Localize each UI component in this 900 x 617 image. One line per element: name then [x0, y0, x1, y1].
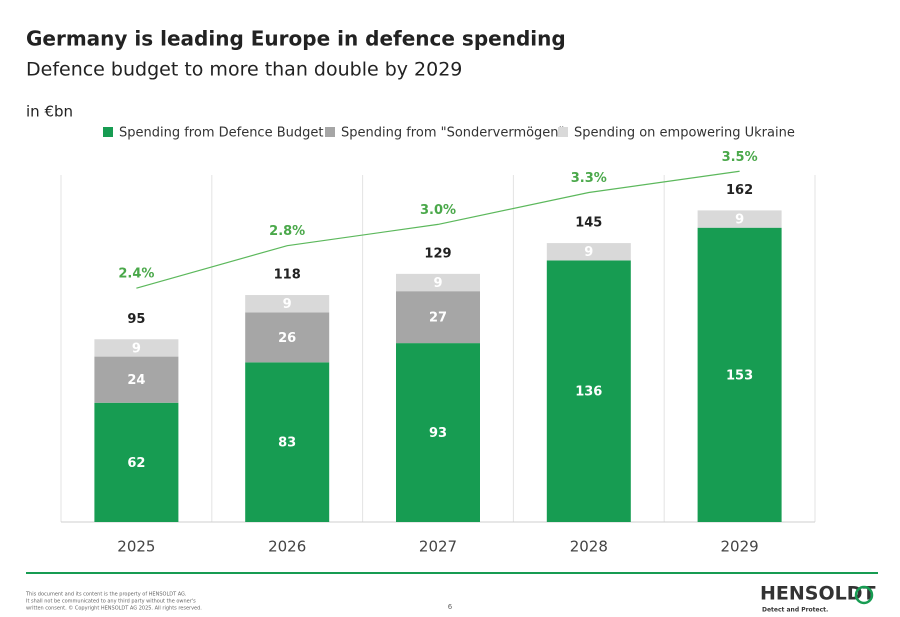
bar-segment [697, 227, 782, 522]
x-tick-label: 2027 [419, 538, 457, 556]
disclaimer: This document and its content is the pro… [25, 592, 187, 598]
logo: HENSOLDT [760, 583, 875, 605]
gdp-label: 2.4% [118, 267, 154, 282]
bar-segment [245, 295, 330, 313]
page-number: 6 [448, 603, 453, 611]
segment-label: 27 [429, 311, 447, 326]
segment-label: 9 [735, 213, 744, 228]
total-label: 129 [424, 246, 451, 261]
disclaimer: It shall not be communicated to any thir… [26, 599, 196, 605]
legend-swatch [558, 127, 568, 137]
bar-segment [94, 339, 179, 357]
segment-label: 136 [575, 385, 602, 400]
x-tick-label: 2026 [268, 538, 306, 556]
total-label: 118 [274, 268, 301, 283]
chart-subtitle: Defence budget to more than double by 20… [26, 59, 462, 81]
legend-swatch [103, 127, 113, 137]
logo-mark [854, 585, 874, 605]
bar-segment [94, 402, 179, 522]
unit-label: in €bn [26, 103, 73, 121]
bar-segment [396, 291, 480, 344]
legend-label: Spending from "Sondervermögen" [341, 126, 565, 141]
x-tick-label: 2028 [570, 538, 608, 556]
gdp-label: 3.0% [420, 203, 456, 218]
bar-segment [396, 273, 480, 292]
segment-label: 62 [127, 456, 145, 471]
segment-label: 9 [283, 297, 292, 312]
segment-label: 153 [726, 368, 753, 383]
x-tick-label: 2025 [117, 538, 155, 556]
gdp-label: 2.8% [269, 224, 305, 239]
logo-tagline: Detect and Protect. [762, 607, 828, 614]
chart-title: Germany is leading Europe in defence spe… [26, 27, 566, 51]
gdp-line [136, 170, 740, 289]
segment-label: 9 [132, 341, 141, 356]
gdp-label: 3.3% [571, 171, 607, 186]
total-label: 95 [127, 312, 145, 327]
segment-label: 83 [278, 436, 296, 451]
total-label: 145 [575, 216, 602, 231]
segment-label: 9 [433, 276, 442, 291]
legend-label: Spending from Defence Budget [119, 126, 323, 141]
segment-label: 26 [278, 331, 296, 346]
disclaimer: written consent. © Copyright HENSOLDT AG… [26, 605, 202, 612]
bar-segment [94, 356, 179, 403]
x-tick-label: 2029 [721, 538, 759, 556]
legend-swatch [325, 127, 335, 137]
legend-label: Spending on empowering Ukraine [574, 126, 795, 141]
segment-label: 93 [429, 426, 447, 441]
total-label: 162 [726, 183, 753, 198]
bar-segment [546, 243, 631, 261]
segment-label: 24 [127, 373, 145, 388]
bar-segment [396, 343, 480, 522]
bar-segment [245, 362, 330, 522]
bar-segment [697, 210, 782, 228]
bar-segment [546, 260, 631, 522]
gdp-label: 3.5% [722, 150, 758, 165]
segment-label: 9 [584, 245, 593, 260]
bar-segment [245, 312, 330, 363]
